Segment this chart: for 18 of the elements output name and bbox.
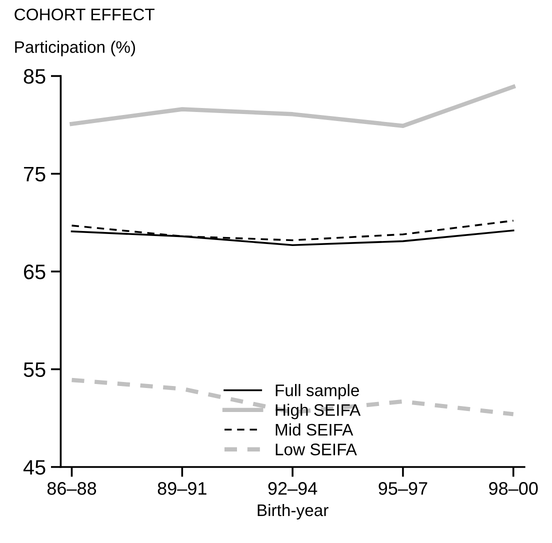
x-tick-label: 86–88	[47, 482, 96, 495]
legend-label: Full sample	[276, 384, 359, 400]
y-tick-label: 85	[24, 69, 46, 84]
x-tick-label: 92–94	[268, 482, 318, 495]
line-series	[70, 84, 516, 128]
y-tick-label: 65	[24, 264, 46, 280]
legend-label: Mid SEIFA	[276, 423, 354, 436]
y-axis-title: Participation (%)	[15, 40, 136, 56]
chart-title: COHORT EFFECT	[14, 8, 154, 20]
x-tick-label: 89–91	[158, 482, 206, 495]
legend-label: High SEIFA	[276, 404, 361, 420]
y-tick-label: 75	[24, 166, 46, 182]
x-tick-label: 95–97	[378, 482, 428, 495]
y-tick-label: 55	[24, 362, 46, 377]
x-axis-title: Birth-year	[258, 504, 328, 520]
legend-label: Low SEIFA	[276, 444, 357, 456]
y-tick-label: 45	[23, 460, 46, 475]
x-tick-label: 98–00	[489, 482, 538, 495]
